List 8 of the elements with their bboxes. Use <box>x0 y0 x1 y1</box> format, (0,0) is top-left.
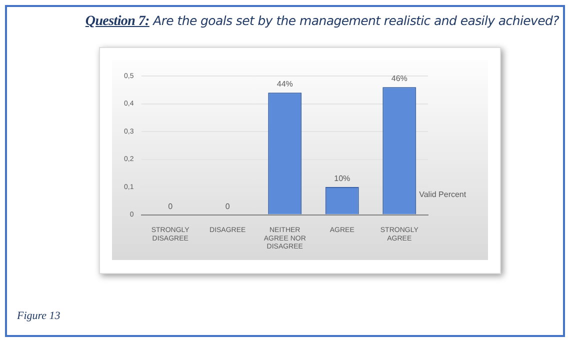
data-label: 10% <box>334 174 350 184</box>
data-label: 0 <box>168 202 174 211</box>
data-label: 44% <box>276 80 293 89</box>
data-label: 0 <box>225 202 230 211</box>
chart-title: Question 7: Are the goals set by the management realistic and easily achieved? <box>85 13 559 29</box>
series-label: Valid Percent <box>419 190 467 199</box>
caption: Figure 13 <box>17 310 60 322</box>
data-label: 46% <box>391 74 408 84</box>
